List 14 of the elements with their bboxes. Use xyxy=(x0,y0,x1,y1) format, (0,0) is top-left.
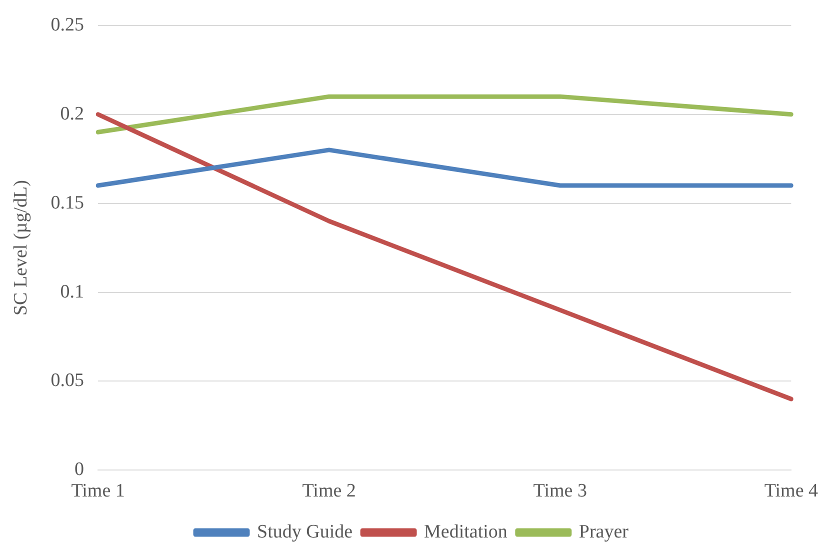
y-tick-label: 0.1 xyxy=(60,281,84,302)
x-tick-label: Time 2 xyxy=(302,480,356,502)
y-tick-label: 0.25 xyxy=(50,14,84,36)
legend-label: Meditation xyxy=(424,521,508,542)
y-tick-label: 0.05 xyxy=(50,370,84,392)
x-tick-label: Time 1 xyxy=(71,480,125,502)
x-tick-label: Time 4 xyxy=(764,480,818,502)
y-tick-label: 0.15 xyxy=(50,192,84,214)
y-tick-label: 0 xyxy=(74,459,84,480)
legend-label: Prayer xyxy=(578,521,630,542)
legend-label: Study Guide xyxy=(257,521,353,542)
y-tick-label: 0.2 xyxy=(60,103,84,124)
y-axis-title: SC Level (µg/dL) xyxy=(10,180,32,316)
x-tick-label: Time 3 xyxy=(533,480,587,502)
